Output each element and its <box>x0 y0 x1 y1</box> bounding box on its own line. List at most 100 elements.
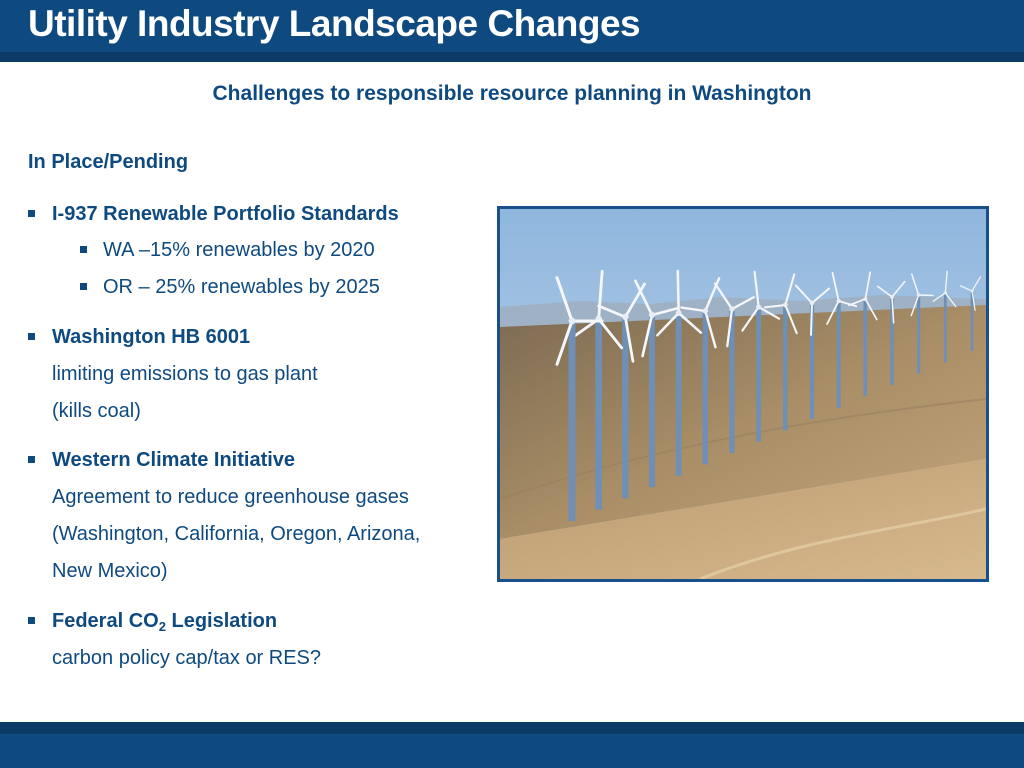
turbine-blade <box>757 305 781 320</box>
turbine-tower <box>836 301 841 408</box>
turbine-tower <box>943 293 947 363</box>
turbine-hub <box>675 310 682 316</box>
bullet-heading: Federal CO2 Legislation <box>52 603 277 640</box>
turbine-blade <box>713 282 734 311</box>
turbine-blade <box>932 292 946 302</box>
turbine-hub <box>702 308 709 314</box>
heading-prefix: Federal CO <box>52 610 159 632</box>
turbine-hub <box>622 313 629 321</box>
turbine-blade <box>680 306 707 313</box>
turbine-blade <box>831 271 840 302</box>
turbine-hub <box>809 300 815 306</box>
turbine-hub <box>648 311 656 319</box>
turbine-hub <box>756 304 762 310</box>
sub-bullet-text: WA –15% renewables by 2020 <box>103 239 375 261</box>
slide-subtitle: Challenges to responsible resource plann… <box>212 82 812 105</box>
turbine-blade <box>784 303 798 335</box>
turbine-blade <box>876 285 893 298</box>
turbine-tower <box>675 313 682 476</box>
heading-subscript: 2 <box>158 619 166 634</box>
turbine-blade <box>837 300 858 308</box>
title-bar <box>0 0 1024 52</box>
turbine-blade <box>959 285 973 292</box>
turbine-blade <box>597 304 627 319</box>
turbine-blade <box>763 303 787 309</box>
turbine-blade <box>753 270 760 309</box>
turbine-blade <box>944 292 957 308</box>
wind-turbine-image <box>500 209 986 579</box>
turbine-blade <box>656 311 680 337</box>
turbine-blade <box>704 277 721 313</box>
bullet-heading: Western Climate Initiative <box>52 449 296 471</box>
turbines-group <box>555 269 982 521</box>
turbine-blade <box>971 276 982 292</box>
turbine-blade <box>810 302 813 336</box>
slide-title: Utility Industry Landscape Changes <box>28 3 641 44</box>
turbine-blade <box>641 313 654 358</box>
turbine-tower <box>783 305 788 431</box>
turbine-blade <box>676 269 680 315</box>
turbine-hub <box>729 306 735 312</box>
sub-bullet-text: OR – 25% renewables by 2025 <box>103 276 380 298</box>
bullet-square-icon <box>28 456 35 463</box>
title-underline <box>0 52 1024 62</box>
bullet-heading: Washington HB 6001 <box>52 326 251 348</box>
turbine-tower <box>756 307 762 442</box>
bullet-detail: Agreement to reduce greenhouse gases <box>52 486 409 508</box>
turbine-hub <box>863 296 868 302</box>
turbine-tower <box>568 321 576 521</box>
bullet-square-icon <box>80 283 87 290</box>
turbine-blade <box>730 296 755 311</box>
turbine-blade <box>864 271 872 300</box>
turbine-hub <box>836 298 841 304</box>
turbine-tower <box>729 309 735 453</box>
turbine-blade <box>910 294 920 317</box>
bullet-square-icon <box>28 617 35 624</box>
turbine-hub <box>916 293 921 297</box>
turbine-blade <box>944 270 948 294</box>
turbine-tower <box>702 311 709 465</box>
turbine-blade <box>704 309 717 349</box>
turbine-blade <box>794 284 813 304</box>
turbine-hub <box>568 317 576 325</box>
turbine-tower <box>809 303 815 419</box>
footer-bar <box>0 734 1024 768</box>
turbine-blade <box>726 307 734 348</box>
turbine-tower <box>595 319 603 510</box>
bullet-heading: I-937 Renewable Portfolio Standards <box>52 203 399 225</box>
heading-suffix: Legislation <box>165 610 278 632</box>
turbine-blade <box>826 300 840 325</box>
turbine-blade <box>971 290 976 311</box>
turbine-hub <box>943 291 947 295</box>
turbine-blade <box>741 305 760 332</box>
turbine-blade <box>555 319 574 366</box>
turbine-blade <box>555 276 574 323</box>
bullet-detail: New Mexico) <box>52 560 168 582</box>
turbine-blade <box>677 311 703 334</box>
turbine-tower <box>648 315 656 487</box>
turbine-blade <box>623 315 635 363</box>
turbine-hub <box>970 289 974 293</box>
bullet-square-icon <box>28 210 35 217</box>
turbine-tower <box>890 297 894 385</box>
bullet-square-icon <box>28 333 35 340</box>
footer-line <box>0 722 1024 734</box>
bullet-detail: carbon policy cap/tax or RES? <box>52 647 322 669</box>
bullet-detail: (Washington, California, Oregon, Arizona… <box>52 523 421 545</box>
turbine-tower <box>917 295 921 374</box>
turbine-blade <box>864 298 878 321</box>
bullet-detail: (kills coal) <box>52 400 141 422</box>
turbine-blade <box>910 273 920 296</box>
turbine-blade <box>784 273 796 307</box>
turbine-blade <box>597 317 624 350</box>
turbine-blade <box>634 279 654 317</box>
wind-farm-photo <box>497 206 989 582</box>
turbine-blade <box>650 306 680 317</box>
turbine-hub <box>890 295 894 299</box>
turbine-blade <box>623 282 646 319</box>
turbine-hub <box>782 302 788 308</box>
turbine-tower <box>622 317 629 499</box>
bullet-detail: limiting emissions to gas plant <box>52 363 318 385</box>
turbine-blade <box>891 280 906 298</box>
turbine-blade <box>891 296 895 324</box>
